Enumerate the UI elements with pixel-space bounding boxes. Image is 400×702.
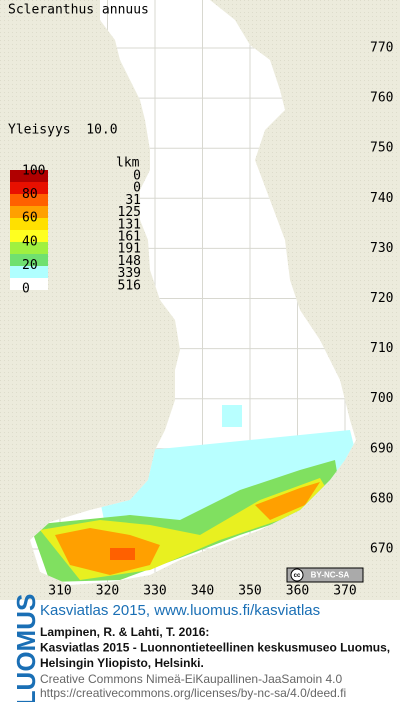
count: 516 (118, 278, 141, 293)
easting-label: 320 (96, 584, 119, 599)
region-top (255, 482, 320, 520)
legend-swatch (10, 218, 48, 230)
legend-swatch (10, 170, 48, 182)
count: 31 (125, 193, 141, 208)
northing-label: 720 (370, 291, 393, 306)
footer-heading: Kasviatlas 2015, www.luomus.fi/kasviatla… (40, 602, 320, 619)
northing-label: 680 (370, 491, 393, 506)
count: 131 (118, 217, 141, 232)
legend-swatch (10, 266, 48, 278)
northing-label: 760 (370, 91, 393, 106)
northing-label: 750 (370, 141, 393, 156)
legend-swatch (10, 254, 48, 266)
logo: LUOMUS (11, 594, 41, 702)
northing-label: 740 (370, 191, 393, 206)
easting-label: 350 (238, 584, 261, 599)
frequency: Yleisyys 10.0 (8, 123, 118, 138)
citation-line: Helsingin Yliopisto, Helsinki. (40, 656, 204, 670)
northing-label: 670 (370, 542, 393, 557)
badge-icon: cc (294, 573, 301, 579)
northing-label: 730 (370, 241, 393, 256)
region-peak (110, 548, 135, 560)
footer-text: Lampinen, R. & Lahti, T. 2016: Kasviatlas… (40, 625, 390, 700)
region-top (55, 528, 160, 575)
region-low (222, 405, 242, 427)
count: 0 (133, 169, 141, 184)
easting-label: 360 (286, 584, 309, 599)
count: 161 (118, 230, 141, 245)
legend-swatch (10, 230, 48, 242)
legend-swatch (10, 194, 48, 206)
license-badge: cc BY-NC-SA (286, 567, 364, 583)
northing-label: 690 (370, 441, 393, 456)
count: 339 (118, 266, 141, 281)
count: 125 (118, 205, 141, 220)
scale-label: 100 (22, 164, 45, 179)
northing-label: 770 (370, 41, 393, 56)
scale-label: 60 (22, 211, 38, 226)
scale-label: 20 (22, 258, 38, 273)
legend-swatch (10, 182, 48, 194)
badge-text: BY-NC-SA (311, 571, 350, 580)
northing-label: 710 (370, 341, 393, 356)
scale-label: 80 (22, 187, 38, 202)
citation-line: Lampinen, R. & Lahti, T. 2016: (40, 625, 209, 639)
species-title: Scleranthus annuus (8, 3, 149, 18)
count: 148 (118, 254, 141, 269)
citation-line: Kasviatlas 2015 - Luonnontieteellinen ke… (40, 641, 390, 655)
license-line: https://creativecommons.org/licenses/by-… (40, 686, 346, 700)
easting-label: 370 (333, 584, 356, 599)
count-header: lkm (116, 156, 140, 171)
count: 0 (133, 181, 141, 196)
legend-swatch (10, 206, 48, 218)
legend-swatch (10, 278, 48, 290)
easting-label: 340 (191, 584, 214, 599)
footer-background (0, 600, 400, 702)
scale-label: 40 (22, 234, 38, 249)
count: 191 (118, 242, 141, 257)
legend-swatch (10, 242, 48, 254)
license-line: Creative Commons Nimeä-EiKaupallinen-Jaa… (40, 672, 342, 686)
scale-label: 0 (22, 282, 30, 297)
easting-label: 310 (48, 584, 71, 599)
northing-label: 700 (370, 391, 393, 406)
easting-label: 330 (143, 584, 166, 599)
